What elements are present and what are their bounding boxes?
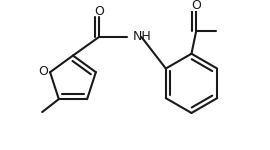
Text: NH: NH <box>133 30 152 43</box>
Text: O: O <box>94 5 104 18</box>
Text: O: O <box>191 0 201 12</box>
Text: O: O <box>39 65 49 78</box>
